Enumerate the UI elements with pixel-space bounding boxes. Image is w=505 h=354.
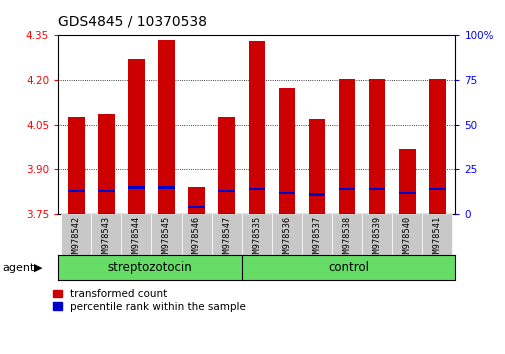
Bar bbox=[241, 255, 454, 280]
Bar bbox=[362, 214, 391, 255]
Text: control: control bbox=[327, 261, 368, 274]
Bar bbox=[398, 192, 415, 194]
Bar bbox=[391, 214, 422, 255]
Bar bbox=[308, 193, 325, 196]
Text: agent: agent bbox=[3, 263, 35, 273]
Bar bbox=[188, 206, 205, 208]
Text: GSM978540: GSM978540 bbox=[402, 215, 411, 263]
Bar bbox=[68, 190, 84, 192]
Bar bbox=[218, 117, 234, 214]
Bar bbox=[248, 188, 265, 190]
Text: GSM978545: GSM978545 bbox=[162, 215, 171, 263]
Bar bbox=[398, 149, 415, 214]
Bar bbox=[338, 188, 355, 190]
Bar bbox=[301, 214, 331, 255]
Bar bbox=[58, 255, 241, 280]
Bar bbox=[128, 186, 144, 189]
Text: GSM978544: GSM978544 bbox=[132, 215, 141, 263]
Legend: transformed count, percentile rank within the sample: transformed count, percentile rank withi… bbox=[53, 289, 245, 312]
Text: GSM978547: GSM978547 bbox=[222, 215, 231, 263]
Bar bbox=[308, 119, 325, 214]
Bar bbox=[91, 214, 121, 255]
Bar bbox=[428, 188, 445, 190]
Text: GSM978541: GSM978541 bbox=[432, 215, 441, 263]
Bar bbox=[151, 214, 181, 255]
Bar bbox=[338, 79, 355, 214]
Bar bbox=[218, 190, 234, 192]
Text: GDS4845 / 10370538: GDS4845 / 10370538 bbox=[58, 14, 207, 28]
Bar bbox=[121, 214, 151, 255]
Bar bbox=[331, 214, 362, 255]
Bar bbox=[68, 117, 84, 214]
Text: streptozotocin: streptozotocin bbox=[107, 261, 192, 274]
Bar bbox=[368, 188, 385, 190]
Bar bbox=[271, 214, 301, 255]
Bar bbox=[98, 114, 115, 214]
Text: GSM978537: GSM978537 bbox=[312, 215, 321, 263]
Bar bbox=[98, 190, 115, 192]
Text: GSM978536: GSM978536 bbox=[282, 215, 291, 263]
Bar bbox=[128, 59, 144, 214]
Bar bbox=[248, 41, 265, 214]
Bar bbox=[61, 214, 91, 255]
Text: GSM978543: GSM978543 bbox=[102, 215, 111, 263]
Bar bbox=[158, 40, 174, 214]
Text: GSM978539: GSM978539 bbox=[372, 215, 381, 263]
Text: ▶: ▶ bbox=[34, 263, 43, 273]
Text: GSM978538: GSM978538 bbox=[342, 215, 351, 263]
Bar bbox=[188, 187, 205, 214]
Text: GSM978535: GSM978535 bbox=[252, 215, 261, 263]
Bar bbox=[428, 79, 445, 214]
Bar bbox=[422, 214, 451, 255]
Bar bbox=[211, 214, 241, 255]
Text: GSM978542: GSM978542 bbox=[72, 215, 81, 263]
Bar bbox=[278, 87, 294, 214]
Bar bbox=[158, 186, 174, 189]
Bar bbox=[278, 192, 294, 194]
Bar bbox=[181, 214, 211, 255]
Bar bbox=[241, 214, 271, 255]
Text: GSM978546: GSM978546 bbox=[192, 215, 200, 263]
Bar bbox=[368, 79, 385, 214]
